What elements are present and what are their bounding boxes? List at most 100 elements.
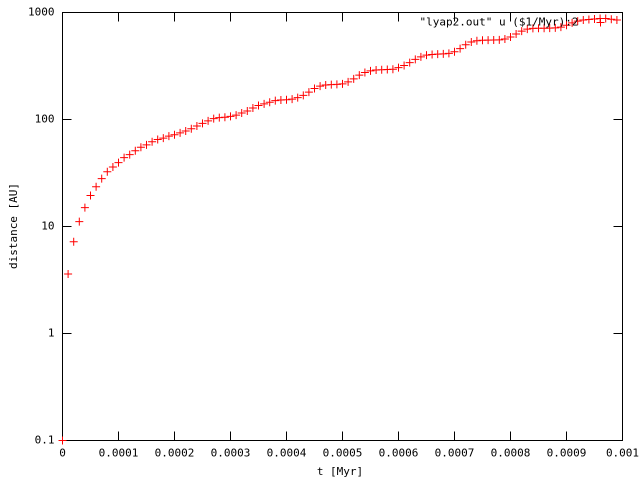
point [344, 77, 353, 86]
x-tick-label: 0.0001 [99, 447, 139, 460]
point [556, 23, 565, 32]
x-tick-label: 0.0008 [491, 447, 531, 460]
y-tick-label: 1 [48, 327, 55, 340]
point [388, 65, 397, 74]
x-tick-label: 0.0005 [323, 447, 363, 460]
y-tick-label: 10 [41, 220, 54, 233]
point [58, 436, 67, 445]
y-tick-label: 0.1 [35, 434, 55, 447]
point [86, 191, 95, 200]
point [254, 101, 263, 110]
point [467, 38, 476, 47]
point [461, 40, 470, 49]
point [248, 104, 257, 113]
point [310, 84, 319, 93]
point [338, 79, 347, 88]
point [187, 124, 196, 133]
point [176, 128, 185, 137]
point [506, 33, 515, 42]
legend-marker [596, 18, 605, 27]
point [80, 203, 89, 212]
point [192, 121, 201, 130]
legend-label: "lyap2.out" u ($1/Myr):2 [420, 16, 579, 29]
point [159, 134, 168, 143]
point [299, 91, 308, 100]
point [293, 93, 302, 102]
x-tick-label: 0.0009 [547, 447, 587, 460]
point [512, 29, 521, 38]
y-axis-label: distance [AU] [7, 183, 20, 269]
point [103, 167, 112, 176]
point [590, 14, 599, 23]
plot-frame [62, 12, 623, 441]
point [612, 16, 621, 25]
point [125, 150, 134, 159]
point [170, 130, 179, 139]
point [243, 107, 252, 116]
point [355, 71, 364, 80]
point [108, 162, 117, 171]
point [136, 143, 145, 152]
point [271, 96, 280, 105]
point [405, 58, 414, 67]
point [394, 63, 403, 72]
point [148, 137, 157, 146]
point [226, 112, 235, 121]
point [181, 127, 190, 136]
point [416, 52, 425, 61]
point [411, 55, 420, 64]
x-tick-label: 0.0006 [379, 447, 419, 460]
x-tick-label: 0.0003 [211, 447, 251, 460]
x-tick-label: 0.001 [606, 447, 639, 460]
y-tick-label: 100 [35, 113, 55, 126]
point [282, 95, 291, 104]
point [237, 109, 246, 118]
point [92, 182, 101, 191]
point [131, 146, 140, 155]
point [573, 17, 582, 26]
point [400, 61, 409, 70]
x-axis-label: t [Myr] [317, 465, 363, 478]
point [220, 113, 229, 122]
point [204, 116, 213, 125]
point [562, 21, 571, 30]
point [265, 98, 274, 107]
point [500, 35, 509, 44]
point [456, 44, 465, 53]
point [288, 95, 297, 104]
point [450, 47, 459, 56]
point [584, 15, 593, 24]
point [360, 68, 369, 77]
x-tick-label: 0.0004 [267, 447, 307, 460]
point [495, 35, 504, 44]
x-tick-label: 0.0007 [435, 447, 475, 460]
point [198, 119, 207, 128]
point [75, 217, 84, 226]
point [601, 14, 610, 23]
point [568, 18, 577, 27]
point [304, 88, 313, 97]
point [153, 135, 162, 144]
x-tick-label: 0.0002 [155, 447, 195, 460]
point [523, 25, 532, 34]
point [97, 174, 106, 183]
point [232, 111, 241, 120]
point [349, 74, 358, 83]
point [444, 49, 453, 58]
point [366, 66, 375, 75]
point [551, 23, 560, 32]
point [142, 140, 151, 149]
point [209, 114, 218, 123]
point [422, 51, 431, 60]
x-tick-label: 0 [59, 447, 66, 460]
point [439, 49, 448, 58]
point [316, 82, 325, 91]
point [579, 16, 588, 25]
y-tick-label: 1000 [28, 6, 55, 19]
point [607, 15, 616, 24]
point [114, 158, 123, 167]
point [120, 153, 129, 162]
point [517, 27, 526, 36]
point [164, 132, 173, 141]
